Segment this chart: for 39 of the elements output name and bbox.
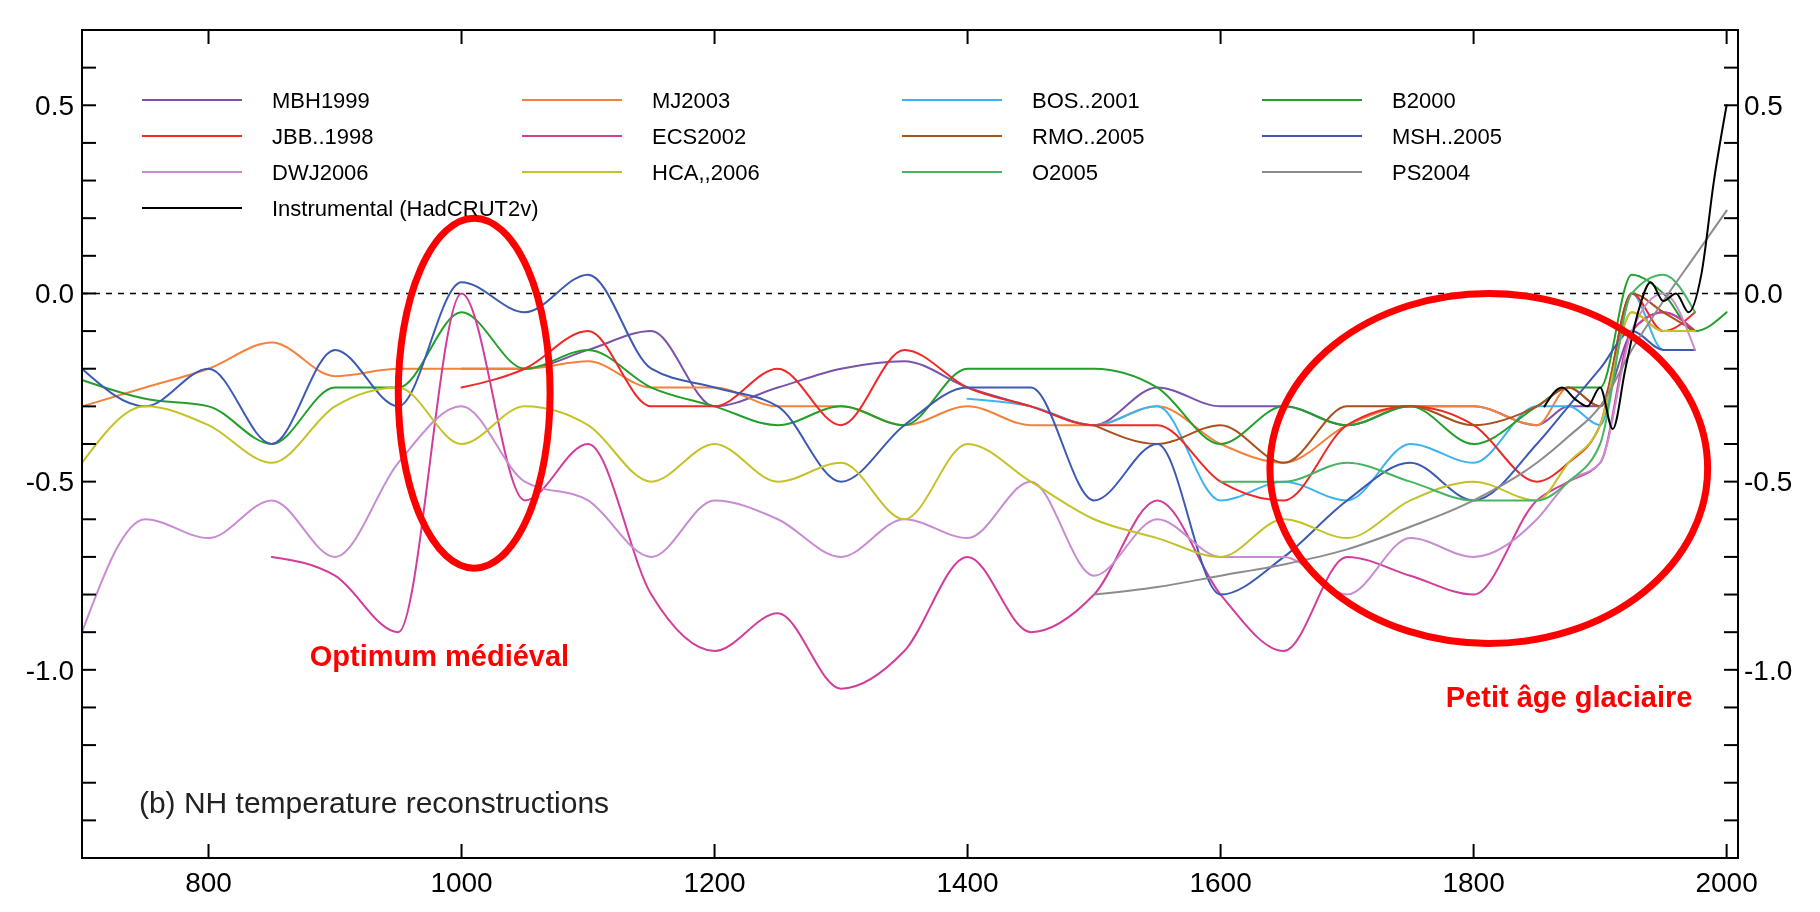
x-tick-label: 2000 — [1695, 867, 1758, 898]
legend-label: O2005 — [1032, 159, 1099, 185]
x-tick-label: 1000 — [430, 867, 493, 898]
x-tick-label: 1800 — [1442, 867, 1505, 898]
legend-label: B2000 — [1392, 87, 1456, 113]
line-series — [1093, 209, 1728, 596]
annotation: (b) NH temperature reconstructions — [138, 785, 610, 819]
y-tick-label: -0.5 — [25, 466, 74, 498]
y-tick-label: 0.0 — [35, 278, 74, 310]
y2-tick-label: -1.0 — [1744, 654, 1793, 686]
line-series — [81, 273, 1728, 445]
line-series — [460, 292, 1696, 502]
legend-label: MSH..2005 — [1392, 123, 1503, 149]
legend-label: HCA,,2006 — [652, 159, 760, 185]
legend-label: BOS..2001 — [1032, 87, 1140, 113]
y2-tick-label: -0.5 — [1744, 466, 1793, 498]
line-series — [1219, 273, 1696, 502]
y-tick-label: -1.0 — [25, 654, 74, 686]
annotation: Optimum médiéval — [309, 640, 570, 673]
legend-label: ECS2002 — [652, 123, 747, 149]
line-series — [1093, 292, 1696, 464]
line-series — [81, 311, 1696, 558]
line-series — [81, 292, 1696, 634]
y2-tick-label: 0.5 — [1744, 90, 1783, 122]
annotation: Petit âge glaciaire — [1445, 681, 1693, 714]
legend-label: MBH1999 — [272, 87, 370, 113]
x-tick-label: 800 — [185, 867, 232, 898]
x-tick-label: 1400 — [936, 867, 999, 898]
x-tick-label: 1600 — [1189, 867, 1252, 898]
y-tick-label: 0.5 — [35, 90, 74, 122]
legend-label: JBB..1998 — [272, 123, 374, 149]
legend-label: PS2004 — [1392, 159, 1471, 185]
legend-label: MJ2003 — [652, 87, 731, 113]
x-tick-label: 1200 — [683, 867, 746, 898]
legend-label: DWJ2006 — [272, 159, 369, 185]
y2-tick-label: 0.0 — [1744, 278, 1783, 310]
legend-label: RMO..2005 — [1032, 123, 1145, 149]
legend-label: Instrumental (HadCRUT2v) — [272, 195, 539, 221]
line-series — [81, 273, 1696, 596]
